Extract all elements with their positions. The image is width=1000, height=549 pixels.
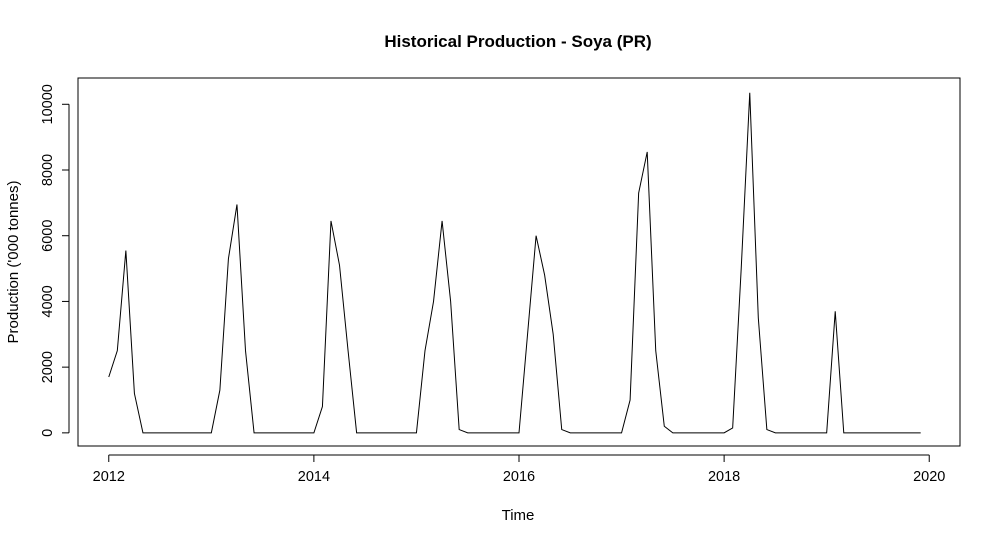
x-tick-label: 2018 [708, 469, 740, 485]
plot-area-frame [77, 77, 961, 447]
series-line [108, 92, 921, 434]
chart-title: Historical Production - Soya (PR) [384, 32, 651, 51]
x-tick-label: 2014 [298, 469, 330, 485]
y-axis: 0 2000 4000 6000 8000 10000 [40, 84, 70, 437]
y-tick-label: 2000 [40, 351, 56, 383]
x-tick-label: 2012 [93, 469, 125, 485]
x-axis: 2012 2014 2016 2018 2020 [93, 454, 945, 485]
y-tick-label: 10000 [40, 84, 56, 124]
y-tick-label: 6000 [40, 220, 56, 252]
y-tick-label: 8000 [40, 154, 56, 186]
x-tick-label: 2020 [913, 469, 945, 485]
x-axis-label: Time [502, 507, 535, 524]
x-tick-label: 2016 [503, 469, 535, 485]
y-axis-label: Production ('000 tonnes) [5, 181, 22, 344]
series-layer [108, 92, 921, 434]
y-tick-label: 4000 [40, 285, 56, 317]
y-tick-label: 0 [40, 429, 56, 437]
